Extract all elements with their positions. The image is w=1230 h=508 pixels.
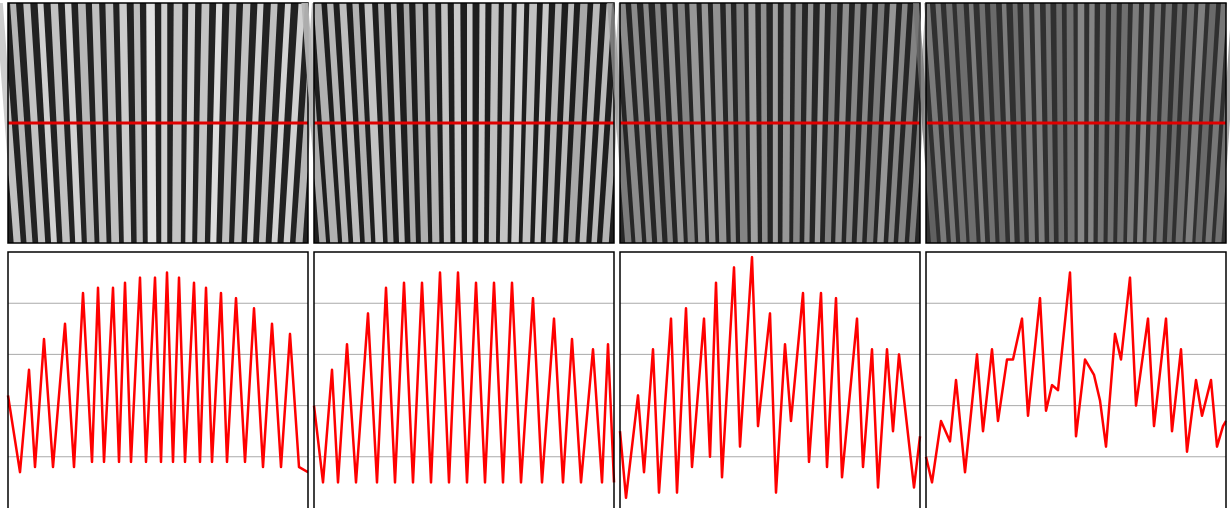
fringe-image [912,2,1230,244]
image-border [619,2,921,244]
plot-border [925,251,1227,508]
fringe-image [607,2,932,244]
image-border [925,2,1227,244]
image-border [7,2,309,244]
plot-border [313,251,615,508]
plot-border [7,251,309,508]
fringe-image [301,2,626,244]
intensity-profile [924,271,1228,484]
intensity-profile [6,271,309,474]
fringe-stripe [912,3,938,243]
image-border [313,2,615,244]
intensity-profile [312,271,616,484]
plot-border [619,251,921,508]
fringe-image [0,2,320,244]
intensity-profile [618,255,922,500]
